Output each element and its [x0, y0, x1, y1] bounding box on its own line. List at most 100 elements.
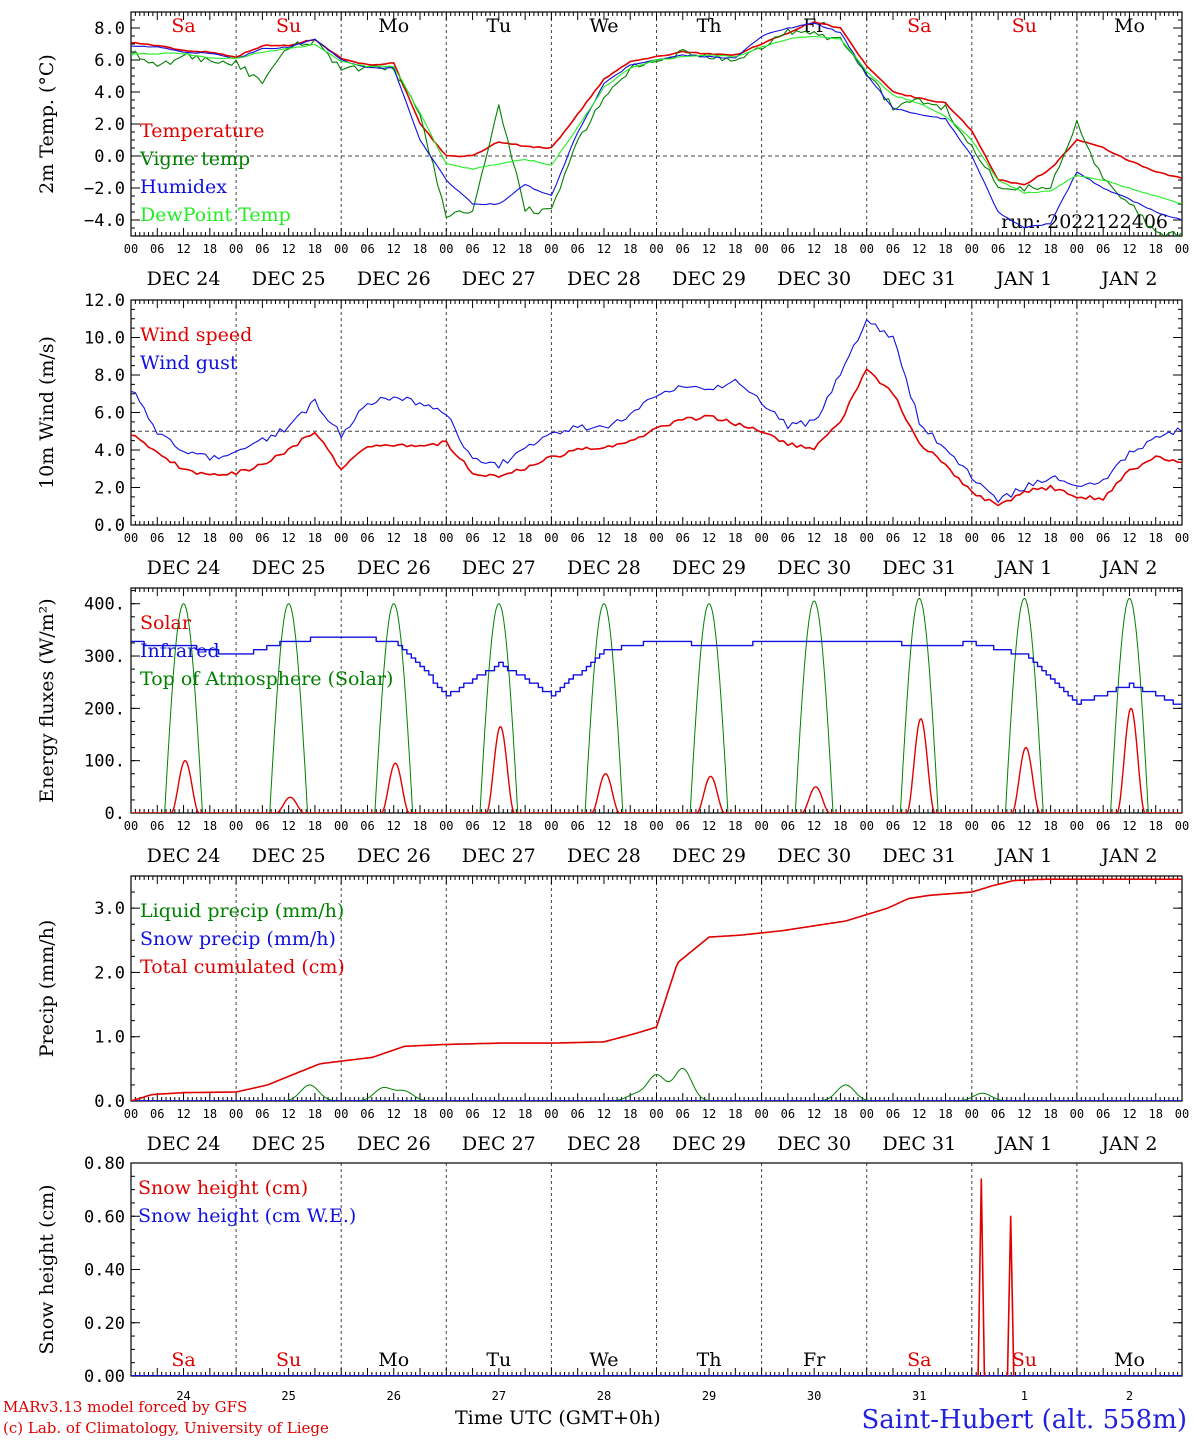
hour-label: 06 — [150, 1107, 164, 1121]
hour-label: 18 — [623, 242, 637, 256]
hour-label: 00 — [965, 242, 979, 256]
weekday-label: Sa — [171, 1349, 195, 1371]
date-label: DEC 27 — [462, 1133, 536, 1155]
date-label: DEC 29 — [672, 557, 746, 579]
series-line-vigne-temp — [131, 28, 1182, 236]
hour-label: 00 — [334, 531, 348, 545]
hour-label: 00 — [859, 531, 873, 545]
legend-entry: Wind speed — [140, 324, 252, 346]
hour-label: 18 — [1148, 531, 1162, 545]
hour-label: 00 — [124, 819, 138, 833]
hour-label: 06 — [570, 1107, 584, 1121]
hour-label: 06 — [360, 242, 374, 256]
weekday-label: Su — [1012, 1349, 1037, 1371]
hour-label: 18 — [308, 242, 322, 256]
legend-entry: Vigne temp — [139, 148, 250, 170]
hour-label: 06 — [360, 1107, 374, 1121]
snow-spike — [1006, 1215, 1015, 1376]
hour-label: 18 — [833, 242, 847, 256]
date-label: DEC 25 — [252, 1133, 326, 1155]
hour-label: 12 — [912, 531, 926, 545]
hour-label: 12 — [387, 531, 401, 545]
hour-label: 00 — [229, 819, 243, 833]
hour-label: 00 — [649, 242, 663, 256]
y-tick-label: 0.60 — [84, 1207, 125, 1227]
hour-label: 06 — [255, 531, 269, 545]
y-tick-label: 300. — [84, 647, 125, 667]
date-label: DEC 25 — [252, 268, 326, 290]
hour-label: 18 — [938, 1107, 952, 1121]
hour-label: 12 — [176, 1107, 190, 1121]
hour-label: 00 — [334, 1107, 348, 1121]
date-label: JAN 1 — [994, 845, 1052, 867]
hour-label: 00 — [544, 531, 558, 545]
hour-label: 00 — [754, 531, 768, 545]
date-label: DEC 30 — [777, 1133, 851, 1155]
y-tick-label: 2.0 — [94, 479, 125, 499]
date-label: DEC 24 — [147, 268, 221, 290]
legend-entry: Solar — [140, 612, 192, 634]
hour-label: 18 — [413, 1107, 427, 1121]
hour-label: 06 — [570, 242, 584, 256]
hour-label: 18 — [1043, 242, 1057, 256]
panel-3: 400. 300. 200. 100. 0. Energy fluxes (W/m²) 00… — [36, 587, 1189, 867]
date-label: DEC 31 — [882, 557, 956, 579]
plot-area — [131, 878, 1182, 1101]
hour-label: 12 — [281, 242, 295, 256]
hour-label: 18 — [1148, 1107, 1162, 1121]
weekday-label: Sa — [907, 1349, 931, 1371]
hour-label: 18 — [728, 531, 742, 545]
date-label: DEC 24 — [147, 845, 221, 867]
y-tick-label: 2.0 — [94, 115, 125, 135]
hour-label: 00 — [334, 242, 348, 256]
hour-label: 06 — [255, 242, 269, 256]
legend-entry: Infrared — [140, 640, 220, 662]
hour-label: 00 — [1070, 819, 1084, 833]
weekday-label: Tu — [486, 1349, 511, 1371]
hour-label: 06 — [676, 819, 690, 833]
hour-label: 12 — [807, 531, 821, 545]
run-annotation: run: 2022122406 — [1001, 211, 1168, 233]
weekday-label: Su — [276, 1349, 301, 1371]
hour-label: 06 — [991, 819, 1005, 833]
hour-label: 00 — [754, 242, 768, 256]
weekday-label: Mo — [378, 1349, 409, 1371]
hour-label: 00 — [334, 819, 348, 833]
date-label: DEC 28 — [567, 1133, 641, 1155]
day-number: 29 — [702, 1389, 716, 1403]
weekday-label: Sa — [907, 15, 931, 37]
date-label: JAN 1 — [994, 268, 1052, 290]
panel-2: 12.0 10.0 8.0 6.0 4.0 2.0 0.0 10m Wind (m/s) 00 0… — [36, 291, 1189, 579]
hour-label: 12 — [702, 531, 716, 545]
date-label: DEC 24 — [147, 1133, 221, 1155]
series-line-toa — [131, 598, 1182, 813]
weekday-label: Mo — [378, 15, 409, 37]
hour-label: 06 — [886, 531, 900, 545]
hour-label: 00 — [754, 819, 768, 833]
hour-label: 18 — [413, 531, 427, 545]
day-number: 1 — [1021, 1389, 1028, 1403]
hour-label: 06 — [991, 531, 1005, 545]
y-tick-label: 0.0 — [94, 147, 125, 167]
hour-label: 00 — [124, 531, 138, 545]
date-label: DEC 31 — [882, 268, 956, 290]
date-label: DEC 27 — [462, 268, 536, 290]
hour-label: 18 — [833, 531, 847, 545]
hour-label: 18 — [308, 1107, 322, 1121]
y-tick-label: 8.0 — [94, 366, 125, 386]
hour-label: 06 — [676, 242, 690, 256]
hour-label: 18 — [1148, 819, 1162, 833]
hour-label: 06 — [465, 531, 479, 545]
weekday-label: Th — [697, 15, 722, 37]
hour-label: 12 — [1017, 242, 1031, 256]
date-label: JAN 2 — [1099, 557, 1157, 579]
hour-label: 06 — [676, 1107, 690, 1121]
hour-label: 12 — [1122, 531, 1136, 545]
date-label: JAN 2 — [1099, 268, 1157, 290]
panel-1: 8.0 6.0 4.0 2.0 0.0 −2.0 −4.0 2m Temp. (°C) 00 06… — [36, 11, 1189, 290]
y-tick-label: 0.20 — [84, 1314, 125, 1334]
hour-label: 18 — [413, 819, 427, 833]
weekday-label: Su — [276, 15, 301, 37]
y-tick-label: 3.0 — [94, 899, 125, 919]
y-tick-label: 10.0 — [84, 329, 125, 349]
